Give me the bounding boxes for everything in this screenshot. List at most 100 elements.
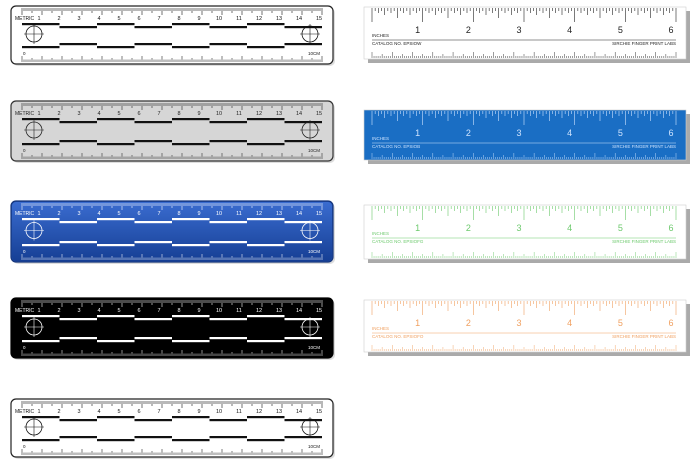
scale-bar-segment [247,416,285,419]
scale-bar-segment [247,118,285,121]
scale-bar-segment [284,140,322,143]
inches-label: INCHES [372,33,389,38]
unit-label: 10CM [308,51,320,56]
scale-bar-segment [209,140,247,143]
scale-bar-segment [97,416,135,419]
scale-bar-segment [247,218,285,221]
inch-number: 4 [567,318,572,328]
cm-number: 14 [296,409,302,415]
scale-bar-segment [284,436,322,439]
cm-number: 14 [296,111,302,117]
cm-number: 12 [256,409,262,415]
scale-bar-segment [172,46,210,49]
inch-number: 3 [516,128,521,138]
scale-bar-segment [59,140,97,143]
cm-number: 5 [117,409,120,415]
scale-bar-segment [134,221,172,224]
cm-number: 10 [216,409,222,415]
cm-number: 6 [137,111,140,117]
inch-number: 5 [618,128,623,138]
inch-number: 2 [466,128,471,138]
unit-label: 10CM [308,148,320,153]
scale-bar-segment [97,46,135,49]
scale-bar-segment [22,46,60,49]
scale-bar-segment [97,340,135,343]
inch-number: 1 [415,25,420,35]
cm-number: 9 [197,16,200,22]
scale-bar-segment [22,218,60,221]
inch-number: 2 [466,318,471,328]
ruler-body [10,100,334,162]
inch-number: 3 [516,318,521,328]
catalog-number: CATALOG NO. EPSIOFG [372,239,424,244]
cm-number: 4 [97,308,100,314]
cm-number: 10 [216,111,222,117]
scale-bar-segment [209,221,247,224]
cm-number: 8 [177,111,180,117]
zero-label: 0 [23,444,26,449]
cm-number: 13 [276,308,282,314]
cm-number: 6 [137,409,140,415]
scale-bar-segment [209,241,247,244]
inch-number: 6 [668,223,673,233]
cm-number: 4 [97,111,100,117]
scale-bar-segment [59,26,97,29]
scale-bar-segment [97,118,135,121]
cm-number: 5 [117,211,120,217]
metric-label: METRIC [15,111,35,117]
cm-number: 1 [37,16,40,22]
cm-number: 12 [256,111,262,117]
scale-bar-segment [22,118,60,121]
cm-number: 15 [316,16,322,22]
scale-bar-segment [284,221,322,224]
catalog-number: CATALOG NO. EPSIOB [372,144,420,149]
brand-name: SIRCHIE FINGER PRINT LABS [612,239,676,244]
unit-label: 10CM [308,444,320,449]
scale-bar-segment [59,436,97,439]
cm-number: 9 [197,409,200,415]
inch-number: 6 [668,25,673,35]
scale-bar-segment [22,143,60,146]
scale-bar-segment [209,26,247,29]
inches-label: INCHES [372,136,389,141]
scale-bar-segment [172,118,210,121]
cm-number: 10 [216,16,222,22]
inch-number: 4 [567,128,572,138]
cm-number: 8 [177,409,180,415]
scale-bar-segment [134,43,172,46]
scale-bar-segment [97,143,135,146]
scale-bar-segment [134,140,172,143]
cm-number: 15 [316,111,322,117]
cm-number: 3 [77,16,80,22]
cm-number: 3 [77,409,80,415]
scale-bar-segment [59,121,97,124]
scale-bar-segment [247,340,285,343]
cm-number: 10 [216,308,222,314]
cm-number: 9 [197,111,200,117]
scale-bar-segment [209,436,247,439]
cm-number: 2 [57,409,60,415]
brand-name: SIRCHIE FINGER PRINT LABS [612,41,676,46]
cm-number: 11 [236,16,242,22]
cm-number: 12 [256,16,262,22]
inch-ruler-green: 1 2 3 4 5 6 INCHES CATALOG NO. EPSIOFG SIRCHIE F… [363,204,690,263]
scale-bar-segment [284,318,322,321]
unit-label: 10CM [308,345,320,350]
ruler-body [363,204,687,260]
scale-bar-segment [59,221,97,224]
scale-bar-segment [172,416,210,419]
inch-number: 2 [466,25,471,35]
metric-label: METRIC [15,409,35,415]
zero-label: 0 [23,148,26,153]
cm-number: 5 [117,308,120,314]
scale-bar-segment [284,419,322,422]
cm-number: 7 [157,308,160,314]
scale-bar-segment [247,46,285,49]
catalog-number: CATALOG NO. EPSIOW [372,41,422,46]
inch-number: 3 [516,25,521,35]
scale-bar-segment [22,439,60,442]
cm-number: 15 [316,409,322,415]
scale-bar-segment [247,439,285,442]
scale-bar-segment [97,244,135,247]
